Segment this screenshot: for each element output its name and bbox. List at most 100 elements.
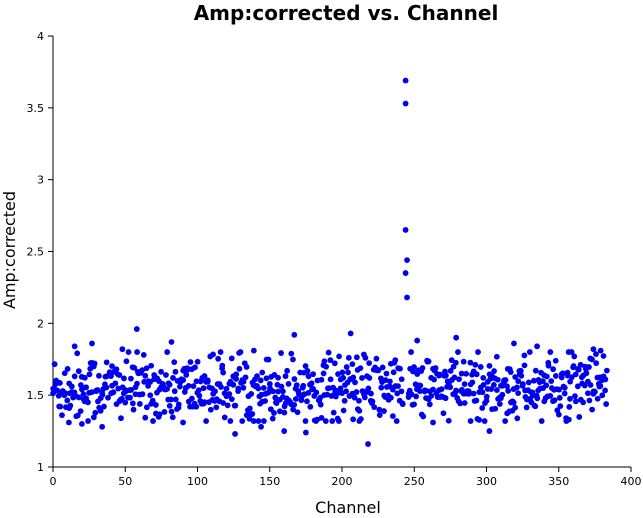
data-point [291,331,298,338]
x-tick-label: 0 [50,475,57,488]
data-point [322,418,329,424]
data-point [413,393,420,400]
data-point [201,399,208,406]
data-point [399,400,406,407]
data-point [366,375,373,381]
data-point [340,374,347,381]
data-point [356,418,363,424]
data-point [398,388,405,395]
data-point [64,397,71,404]
data-point [371,404,378,411]
data-point [262,398,269,404]
data-point [133,326,140,332]
data-point [57,380,63,386]
data-point [239,418,246,424]
data-point [139,391,146,398]
data-point [92,409,99,416]
data-point [555,411,562,418]
data-point [305,389,312,396]
data-point [532,403,539,410]
data-point [57,403,64,410]
data-point [163,372,169,378]
data-point [108,373,114,380]
data-point [492,405,499,412]
data-point [602,387,609,394]
data-points [50,77,610,447]
data-point [96,372,102,379]
data-point [547,349,554,355]
data-point [77,382,84,388]
data-point [417,388,423,395]
data-point [321,358,328,365]
data-point [210,351,216,358]
data-point [448,357,455,364]
data-point [552,373,559,379]
data-point [398,376,405,383]
data-point [134,349,141,355]
data-point [390,369,397,376]
data-point [76,394,82,401]
y-axis-ticks: 1 1.5 2 2.5 3 3.5 4 [27,30,53,474]
data-point [260,385,267,391]
data-point [447,384,454,391]
data-point [343,388,350,395]
data-point [81,374,88,381]
data-point [507,369,514,375]
data-point [525,379,532,386]
data-point [488,386,495,392]
data-point [142,414,149,421]
data-point [235,385,242,392]
data-point [593,360,600,367]
data-point [556,386,563,393]
data-point [260,418,267,424]
data-point [432,365,439,371]
data-point [386,378,393,385]
data-point [545,359,552,366]
data-point [379,364,386,371]
data-point [122,399,129,406]
data-point [263,375,270,382]
data-point [426,401,433,408]
data-point [213,404,220,411]
data-point [228,396,235,403]
data-point [74,350,81,357]
data-point [335,371,341,377]
chart-title: Amp:corrected vs. Channel [194,1,499,25]
x-tick-label: 200 [332,475,353,488]
data-point [288,350,295,357]
data-point [243,364,250,370]
data-point [455,349,461,355]
data-point [518,372,525,379]
data-point [159,380,166,387]
data-point [279,388,286,395]
data-point [356,397,362,404]
data-point [156,411,163,418]
data-point [597,347,604,354]
data-point [79,421,85,427]
data-point [408,349,414,355]
data-point [129,400,136,407]
data-point [62,390,69,397]
data-point [457,400,464,407]
data-point [291,376,298,382]
data-point [302,363,309,369]
y-tick-label: 3.5 [27,102,45,115]
data-point [320,370,327,377]
data-point [257,377,264,384]
data-point [285,380,292,387]
data-point [194,358,201,365]
data-point [218,384,224,390]
data-point [353,389,360,395]
data-point [255,418,262,424]
data-point [550,366,556,373]
data-point [168,339,175,345]
data-point [335,418,342,424]
data-point [265,389,272,396]
data-point [164,349,171,355]
data-point [329,418,336,424]
data-point [543,382,550,389]
data-point [392,357,399,364]
data-point [101,403,107,410]
data-point [440,410,447,417]
data-point [140,351,147,358]
